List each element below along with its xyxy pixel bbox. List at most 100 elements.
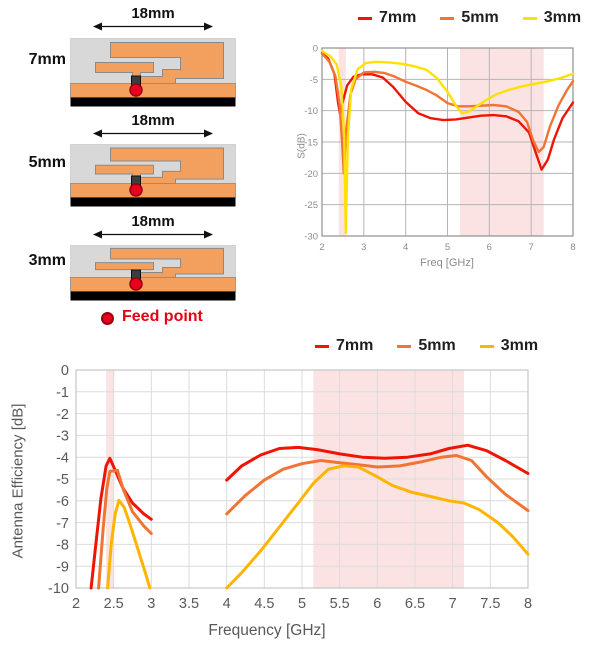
legend-item-5mm: 5mm: [397, 337, 456, 355]
x-tick-label: 4.5: [254, 596, 274, 612]
y-tick-label: 0: [313, 43, 318, 54]
x-tick-label: 5: [298, 596, 306, 612]
width-dimension-label: 18mm: [131, 5, 175, 22]
plot-border: [75, 369, 529, 589]
x-tick-label: 4: [223, 596, 231, 612]
ground-layer: [70, 83, 236, 98]
y-tick-label: -10: [304, 106, 318, 117]
y-tick-label: 0: [61, 363, 69, 379]
efficiency-chart-x-axis-title: Frequency [GHz]: [208, 622, 326, 639]
legend-item-5mm: 5mm: [440, 9, 499, 27]
feed-point-dot: [101, 312, 114, 325]
feed-point-marker: [129, 83, 143, 97]
plot-border: [321, 47, 574, 237]
x-tick-label: 7: [529, 242, 534, 253]
legend-item-7mm: 7mm: [358, 9, 416, 27]
x-tick-label: 5.5: [330, 596, 350, 612]
width-dimension-label: 18mm: [131, 112, 175, 129]
efficiency-chart-y-axis-title: Antenna Efficiency [dB]: [9, 403, 27, 559]
antenna-svg: [70, 144, 236, 207]
ground-layer: [70, 277, 236, 292]
legend-line-swatch: [522, 16, 537, 20]
s-chart-legend: 7mm 5mm 3mm: [358, 9, 581, 27]
series-5mm: [97, 468, 153, 590]
y-tick-label: -8: [56, 538, 69, 554]
x-tick-label: 8: [570, 242, 575, 253]
x-tick-label: 5: [445, 242, 450, 253]
legend-item-7mm: 7mm: [315, 337, 373, 355]
legend-label: 5mm: [461, 9, 499, 26]
x-tick-label: 7: [449, 596, 457, 612]
x-tick-label: 6.5: [405, 596, 425, 612]
x-tick-label: 6: [487, 242, 492, 253]
y-tick-label: -20: [304, 169, 318, 180]
x-tick-label: 3.5: [179, 596, 199, 612]
legend-item-3mm: 3mm: [522, 9, 582, 27]
legend-line-swatch: [358, 16, 372, 20]
legend-line-swatch: [479, 344, 494, 348]
x-tick-label: 8: [524, 596, 532, 612]
s-chart-x-axis-title: Freq [GHz]: [420, 257, 474, 269]
x-tick-label: 2: [72, 596, 80, 612]
antenna-svg: [70, 245, 236, 301]
x-tick-label: 3: [361, 242, 366, 253]
x-tick-label: 4: [403, 242, 408, 253]
ground-layer: [70, 183, 236, 198]
y-tick-label: -4: [56, 450, 69, 466]
legend-label: 3mm: [543, 9, 582, 26]
y-tick-label: -15: [304, 137, 318, 148]
s-chart-y-axis-title: S(dB): [296, 133, 308, 159]
x-tick-label: 7.5: [480, 596, 500, 612]
legend-line-swatch: [397, 344, 412, 348]
y-tick-label: -9: [56, 559, 69, 575]
legend-label: 5mm: [418, 337, 456, 354]
series-7mm: [225, 443, 530, 482]
y-tick-label: -10: [48, 581, 69, 597]
pcb-base-layer: [70, 291, 236, 301]
y-tick-label: -5: [310, 75, 318, 86]
x-tick-label: 6: [373, 596, 381, 612]
efficiency-chart-legend: 7mm 5mm 3mm: [315, 337, 538, 355]
antenna-efficiency-chart: 2 2.5 3 3.5 4 4.5 5 5.5 6 6.5 7 7.5 8 0 -1 -2 -3 -4 -5 -6 -7…: [0, 362, 602, 632]
height-dimension-label: 3mm: [28, 252, 66, 269]
legend-label: 7mm: [336, 337, 374, 354]
y-tick-label: -5: [56, 472, 69, 488]
y-tick-label: -3: [56, 429, 69, 445]
eff-plot-svg: 2 2.5 3 3.5 4 4.5 5 5.5 6 6.5 7 7.5 8 0 -1 -2 -3 -4 -5 -6 -7…: [48, 363, 532, 612]
y-tick-label: -30: [304, 231, 318, 242]
legend-label: 3mm: [500, 337, 539, 354]
s-plot-svg: 2 3 4 5 6 7 8 0 -5 -10 -15 -20 -25 -30: [304, 43, 575, 253]
x-tick-label: 2.5: [104, 596, 124, 612]
s-parameter-chart: 2 3 4 5 6 7 8 0 -5 -10 -15 -20 -25 -30: [296, 38, 602, 295]
y-tick-label: -1: [56, 385, 69, 401]
pcb-base-layer: [70, 197, 236, 207]
feed-point-label: Feed point: [122, 308, 203, 325]
pcb-base-layer: [70, 97, 236, 107]
antenna-svg: [70, 38, 236, 107]
series-3mm: [320, 49, 575, 235]
x-tick-label: 3: [147, 596, 155, 612]
series-5mm: [225, 454, 530, 516]
width-arrow: [93, 22, 213, 31]
antenna-cross-section-7mm: [70, 38, 236, 112]
series-7mm: [89, 456, 153, 590]
height-dimension-label: 7mm: [28, 51, 66, 68]
width-arrow: [93, 230, 213, 239]
width-dimension-label: 18mm: [131, 213, 175, 230]
antenna-diagrams-panel: 18mm 7mm 18mm 5mm 18mm 3mm: [0, 0, 260, 335]
feed-point-marker: [129, 277, 143, 291]
legend-line-swatch: [440, 16, 455, 20]
feed-point-marker: [129, 183, 143, 197]
y-tick-label: -25: [304, 200, 318, 211]
y-tick-label: -6: [56, 494, 69, 510]
series-3mm: [106, 498, 152, 590]
legend-item-3mm: 3mm: [479, 337, 539, 355]
series-3mm: [225, 464, 530, 590]
x-tick-label: 2: [319, 242, 324, 253]
legend-line-swatch: [315, 344, 329, 348]
width-arrow: [93, 129, 213, 138]
height-dimension-label: 5mm: [28, 154, 66, 171]
antenna-cross-section-3mm: [70, 245, 236, 306]
y-tick-label: -7: [56, 516, 69, 532]
